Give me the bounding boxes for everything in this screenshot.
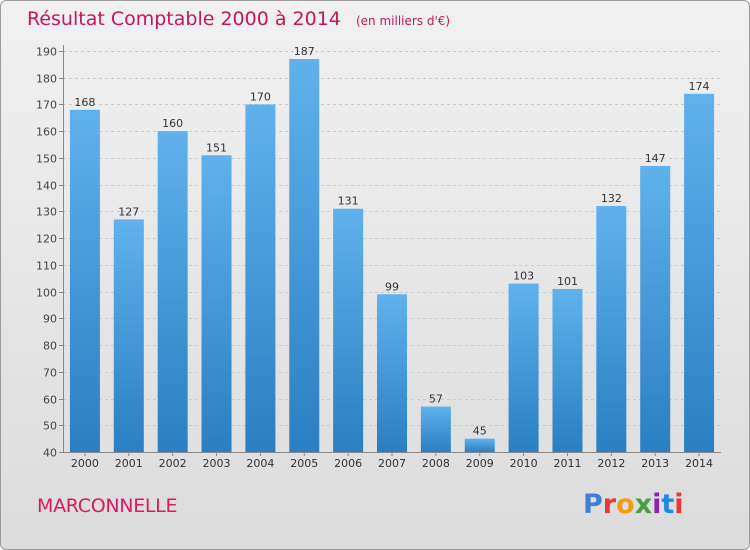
y-tick-label: 60 xyxy=(43,394,57,407)
data-label: 147 xyxy=(645,152,666,165)
data-label: 131 xyxy=(338,195,359,208)
y-tick-label: 140 xyxy=(36,180,57,193)
x-tick-label: 2001 xyxy=(115,457,143,470)
data-label: 170 xyxy=(250,90,271,103)
bar-2003 xyxy=(201,155,232,452)
y-tick-label: 40 xyxy=(43,447,57,460)
commune-name: MARCONNELLE xyxy=(37,495,178,517)
data-label: 57 xyxy=(429,393,443,406)
x-tick-label: 2013 xyxy=(641,457,669,470)
y-tick-label: 70 xyxy=(43,367,57,380)
x-tick-label: 2000 xyxy=(71,457,99,470)
y-tick-label: 180 xyxy=(36,73,57,86)
x-tick-label: 2010 xyxy=(510,457,538,470)
x-tick-label: 2014 xyxy=(685,457,713,470)
y-tick-label: 150 xyxy=(36,153,57,166)
data-label: 101 xyxy=(557,275,578,288)
data-label: 132 xyxy=(601,192,622,205)
bar-2001 xyxy=(113,219,144,452)
y-tick-label: 90 xyxy=(43,313,57,326)
x-tick-label: 2003 xyxy=(203,457,231,470)
x-tick-label: 2007 xyxy=(378,457,406,470)
x-tick-label: 2004 xyxy=(246,457,274,470)
x-tick-label: 2002 xyxy=(159,457,187,470)
bar-2007 xyxy=(377,294,407,452)
data-label: 187 xyxy=(294,45,315,58)
x-tick-label: 2005 xyxy=(290,457,318,470)
bar-2012 xyxy=(596,206,627,452)
x-tick-label: 2012 xyxy=(597,457,625,470)
chart-title: Résultat Comptable 2000 à 2014 xyxy=(27,8,341,30)
data-label: 45 xyxy=(473,425,487,438)
data-label: 103 xyxy=(513,270,534,283)
bar-2014 xyxy=(684,93,715,453)
proxiti-logo: Proxiti xyxy=(583,489,684,520)
data-label: 151 xyxy=(206,141,227,154)
x-tick-label: 2009 xyxy=(466,457,494,470)
x-tick-label: 2011 xyxy=(553,457,581,470)
bar-2000 xyxy=(69,109,100,453)
bar-2005 xyxy=(289,59,320,453)
y-tick-label: 80 xyxy=(43,340,57,353)
y-tick-label: 50 xyxy=(43,420,57,433)
bar-2008 xyxy=(420,406,451,452)
y-tick-label: 110 xyxy=(36,260,57,273)
chart-subtitle: (en milliers d'€) xyxy=(355,14,451,28)
y-tick-label: 100 xyxy=(36,287,57,300)
data-label: 174 xyxy=(689,80,710,93)
data-label: 168 xyxy=(74,96,95,109)
data-label: 127 xyxy=(118,205,139,218)
chart-title-block: Résultat Comptable 2000 à 2014 (en milli… xyxy=(27,8,450,30)
bar-2013 xyxy=(640,165,671,452)
y-tick-label: 170 xyxy=(36,99,57,112)
bar-2010 xyxy=(508,283,539,452)
data-label: 99 xyxy=(385,280,399,293)
x-tick-label: 2008 xyxy=(422,457,450,470)
bar-2006 xyxy=(333,208,364,452)
y-tick-label: 120 xyxy=(36,233,57,246)
data-label: 160 xyxy=(162,117,183,130)
bar-2009 xyxy=(464,438,495,452)
y-tick-label: 130 xyxy=(36,206,57,219)
bar-2002 xyxy=(157,131,188,452)
y-tick-label: 190 xyxy=(36,46,57,59)
bar-2011 xyxy=(552,288,583,452)
x-tick-label: 2006 xyxy=(334,457,362,470)
y-tick-label: 160 xyxy=(36,126,57,139)
bar-2004 xyxy=(245,104,276,452)
